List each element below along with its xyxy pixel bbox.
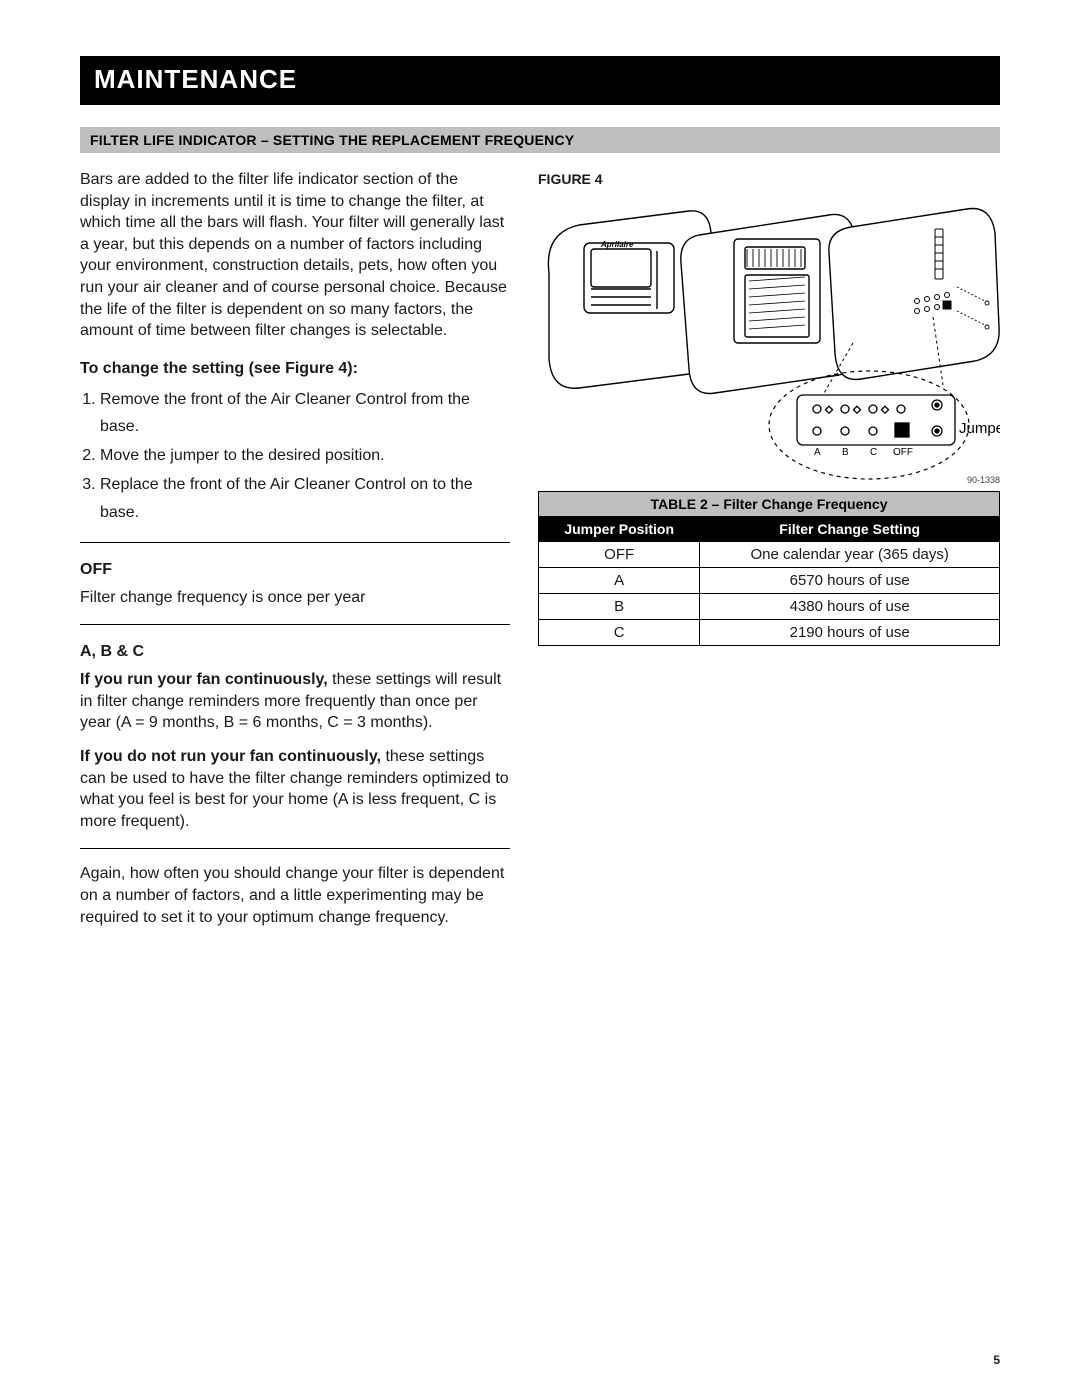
- section-header: MAINTENANCE: [80, 56, 1000, 105]
- device-exploded-svg: Aprilaire: [538, 193, 1000, 483]
- table-title: TABLE 2 – Filter Change Frequency: [539, 492, 1000, 517]
- filter-frequency-table: TABLE 2 – Filter Change Frequency Jumper…: [538, 491, 1000, 646]
- pin-label: B: [842, 447, 849, 458]
- change-setting-heading: To change the setting (see Figure 4):: [80, 360, 510, 378]
- abc-paragraph-1: If you run your fan continuously, these …: [80, 669, 510, 734]
- table-cell: B: [539, 594, 700, 620]
- table-cell: 2190 hours of use: [700, 620, 1000, 646]
- abc-heading: A, B & C: [80, 643, 510, 661]
- manual-page: MAINTENANCE FILTER LIFE INDICATOR – SETT…: [0, 0, 1080, 1397]
- table-cell: C: [539, 620, 700, 646]
- left-column: Bars are added to the filter life indica…: [80, 169, 510, 940]
- table-row: OFF One calendar year (365 days): [539, 542, 1000, 568]
- table-cell: A: [539, 568, 700, 594]
- table-cell: 6570 hours of use: [700, 568, 1000, 594]
- table-cell: 4380 hours of use: [700, 594, 1000, 620]
- sub-header-text: FILTER LIFE INDICATOR – SETTING THE REPL…: [90, 132, 574, 148]
- table-row: C 2190 hours of use: [539, 620, 1000, 646]
- abc-p1-bold: If you run your fan continuously,: [80, 671, 328, 688]
- closing-paragraph: Again, how often you should change your …: [80, 863, 510, 928]
- two-column-layout: Bars are added to the filter life indica…: [80, 169, 1000, 940]
- table-header-row: Jumper Position Filter Change Setting: [539, 517, 1000, 542]
- figure-number: 90-1338: [967, 475, 1000, 485]
- figure-4-diagram: Aprilaire: [538, 193, 1000, 483]
- jumper-callout: Jumper: [959, 420, 1000, 437]
- step-item: Replace the front of the Air Cleaner Con…: [100, 471, 510, 525]
- table-row: B 4380 hours of use: [539, 594, 1000, 620]
- table-cell: OFF: [539, 542, 700, 568]
- step-item: Move the jumper to the desired position.: [100, 442, 510, 469]
- right-column: FIGURE 4 Aprilaire: [538, 169, 1000, 940]
- change-steps-list: Remove the front of the Air Cleaner Cont…: [80, 386, 510, 526]
- off-text: Filter change frequency is once per year: [80, 587, 510, 609]
- pin-label: A: [814, 447, 821, 458]
- table-col-header: Filter Change Setting: [700, 517, 1000, 542]
- divider: [80, 848, 510, 849]
- abc-paragraph-2: If you do not run your fan continuously,…: [80, 746, 510, 832]
- sub-header: FILTER LIFE INDICATOR – SETTING THE REPL…: [80, 127, 1000, 153]
- step-item: Remove the front of the Air Cleaner Cont…: [100, 386, 510, 440]
- divider: [80, 624, 510, 625]
- table-col-header: Jumper Position: [539, 517, 700, 542]
- pin-label: OFF: [893, 447, 913, 458]
- section-header-text: MAINTENANCE: [94, 64, 297, 94]
- off-heading: OFF: [80, 561, 510, 579]
- table-title-row: TABLE 2 – Filter Change Frequency: [539, 492, 1000, 517]
- divider: [80, 542, 510, 543]
- brand-text: Aprilaire: [600, 240, 634, 249]
- page-number: 5: [993, 1353, 1000, 1367]
- pin-label: C: [870, 447, 877, 458]
- abc-p2-bold: If you do not run your fan continuously,: [80, 748, 381, 765]
- intro-paragraph: Bars are added to the filter life indica…: [80, 169, 510, 342]
- table-row: A 6570 hours of use: [539, 568, 1000, 594]
- figure-label: FIGURE 4: [538, 171, 1000, 187]
- table-cell: One calendar year (365 days): [700, 542, 1000, 568]
